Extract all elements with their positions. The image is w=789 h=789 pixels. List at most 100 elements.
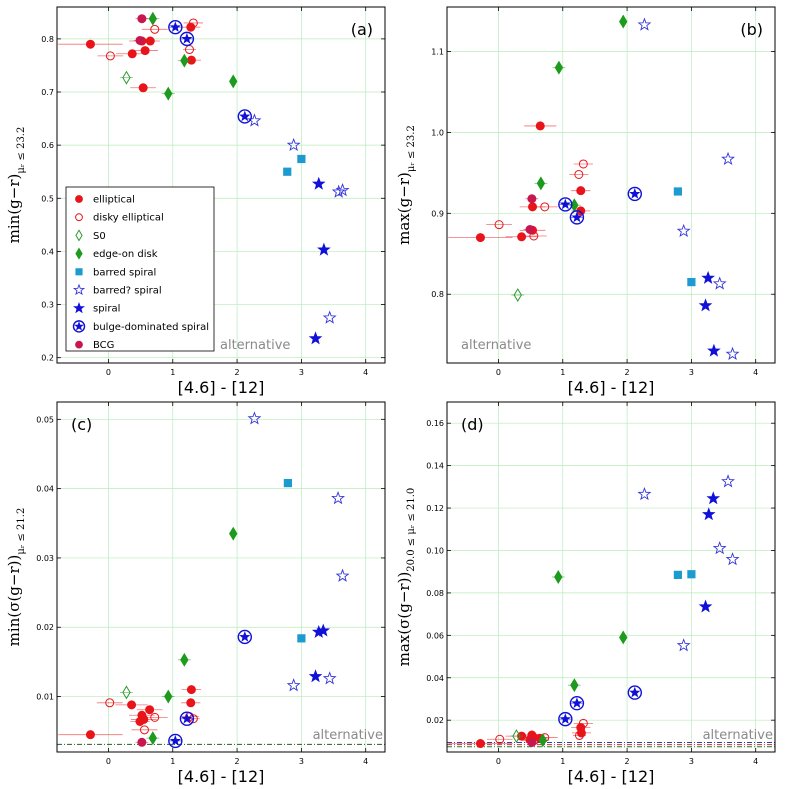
y-axis-label: min(σ(g−r))μᵣ ≤ 21.2 bbox=[5, 508, 27, 647]
point-disky bbox=[529, 231, 539, 241]
point-disky bbox=[495, 734, 505, 744]
y-tick-label: 0.02 bbox=[36, 623, 54, 632]
y-tick-label: 1.0 bbox=[431, 128, 444, 137]
point-elliptical bbox=[186, 55, 196, 65]
point-spiral bbox=[706, 491, 721, 505]
point-elliptical bbox=[517, 232, 527, 242]
x-tick-label: 3 bbox=[689, 757, 694, 766]
point-barred bbox=[297, 154, 306, 164]
point-disky bbox=[184, 45, 194, 55]
y-tick-label: 0.06 bbox=[426, 631, 444, 640]
point-bcg bbox=[525, 225, 535, 234]
axes-frame bbox=[56, 6, 386, 364]
x-axis-label: [4.6] - [12] bbox=[178, 378, 265, 397]
grid bbox=[447, 402, 775, 752]
point-barredq bbox=[331, 491, 345, 505]
point-s0 bbox=[512, 729, 521, 744]
x-axis-label: [4.6] - [12] bbox=[178, 767, 265, 786]
point-disky bbox=[574, 169, 584, 179]
point-bcg bbox=[135, 35, 145, 45]
y-axis-label-subscript: μᵣ ≤ 23.2 bbox=[406, 125, 417, 172]
legend-label-spiral: spiral bbox=[93, 304, 120, 315]
point-edgeon bbox=[619, 14, 628, 29]
point-barred bbox=[297, 634, 306, 643]
legend-marker-bcg bbox=[75, 340, 83, 349]
x-tick-label: 4 bbox=[363, 757, 368, 766]
x-tick-label: 0 bbox=[106, 757, 111, 766]
y-tick-label: 0.5 bbox=[41, 194, 54, 203]
y-tick-label: 0.9 bbox=[431, 209, 444, 218]
x-tick-label: 3 bbox=[299, 757, 304, 766]
point-barred bbox=[673, 570, 682, 579]
legend-marker-elliptical bbox=[75, 195, 83, 203]
panel-label: (a) bbox=[351, 20, 373, 39]
y-tick-label: 0.05 bbox=[36, 415, 54, 424]
point-bulge-star bbox=[629, 686, 641, 698]
watermark-text: alternative bbox=[313, 728, 383, 743]
point-disky bbox=[540, 202, 550, 212]
point-s0 bbox=[513, 288, 522, 303]
watermark-text: alternative bbox=[220, 338, 290, 353]
point-edgeon bbox=[229, 526, 238, 541]
y-tick-label: 0.02 bbox=[426, 716, 444, 725]
y-tick-label: 0.8 bbox=[41, 35, 54, 44]
panel-label: (c) bbox=[71, 415, 92, 434]
point-elliptical bbox=[186, 685, 196, 695]
point-edgeon bbox=[148, 11, 158, 26]
point-bulge-star bbox=[239, 631, 251, 642]
panel-label: (b) bbox=[740, 20, 763, 39]
point-elliptical bbox=[145, 705, 155, 715]
point-elliptical bbox=[535, 121, 545, 131]
point-bulge-star bbox=[181, 712, 193, 724]
point-bcg bbox=[137, 14, 147, 24]
y-axis-label-subscript: μᵣ ≤ 21.2 bbox=[16, 508, 27, 555]
point-spiral bbox=[707, 343, 721, 357]
x-tick-label: 4 bbox=[753, 757, 758, 766]
point-edgeon bbox=[554, 570, 563, 584]
data-points bbox=[58, 411, 350, 749]
x-tick-label: 4 bbox=[363, 368, 368, 377]
point-bcg bbox=[137, 737, 147, 747]
point-elliptical bbox=[576, 186, 586, 196]
point-elliptical bbox=[127, 700, 137, 710]
point-barredq bbox=[286, 137, 301, 152]
point-disky bbox=[105, 51, 115, 61]
panel-b: 0 1 2 3 4 0.8 0.9 1.0 1.1 [4.6] - [12] max(g−r)μᵣ … bbox=[395, 6, 776, 397]
legend-marker-barred bbox=[75, 268, 83, 276]
panel-a: 0 1 2 3 4 0.2 0.3 0.4 0.5 0.6 0.7 0.8 [4.6] - [12] mi… bbox=[5, 6, 386, 397]
x-tick-label: 4 bbox=[753, 368, 758, 377]
legend-label-edgeon: edge-on disk bbox=[93, 249, 158, 260]
y-axis-label: min(g−r)μᵣ ≤ 23.2 bbox=[5, 127, 27, 244]
x-tick-label: 0 bbox=[496, 757, 501, 766]
point-bulge bbox=[237, 109, 252, 124]
legend-label-disky: disky elliptical bbox=[93, 213, 164, 224]
point-barredq bbox=[335, 568, 350, 582]
legend-box bbox=[65, 186, 215, 352]
y-axis-label: max(σ(g−r))20.0 ≤ μᵣ ≤ 21.0 bbox=[395, 488, 417, 667]
point-edgeon bbox=[538, 733, 548, 748]
x-tick-label: 1 bbox=[170, 757, 175, 766]
point-barredq bbox=[335, 183, 350, 197]
point-disky bbox=[494, 220, 504, 230]
point-disky bbox=[578, 718, 588, 728]
point-barred bbox=[283, 478, 292, 488]
legend-marker-barredq bbox=[72, 283, 86, 296]
point-spiral bbox=[317, 242, 331, 256]
x-axis-label: [4.6] - [12] bbox=[568, 767, 655, 786]
y-tick-label: 0.4 bbox=[41, 247, 54, 256]
point-bulge bbox=[237, 629, 252, 645]
point-bulge-star bbox=[169, 735, 181, 746]
legend-label-barred: barred spiral bbox=[93, 267, 156, 278]
point-barredq bbox=[247, 411, 262, 425]
point-bulge-star bbox=[629, 188, 641, 199]
point-bcg bbox=[527, 194, 537, 204]
point-s0 bbox=[122, 685, 131, 700]
grid bbox=[447, 7, 775, 363]
point-edgeon bbox=[536, 176, 546, 191]
x-tick-label: 1 bbox=[560, 757, 565, 766]
watermark-text: alternative bbox=[461, 338, 531, 353]
point-bulge-star bbox=[559, 198, 571, 210]
y-tick-label: 0.7 bbox=[41, 88, 54, 97]
point-barredq bbox=[725, 346, 740, 361]
point-edgeon bbox=[554, 60, 564, 75]
